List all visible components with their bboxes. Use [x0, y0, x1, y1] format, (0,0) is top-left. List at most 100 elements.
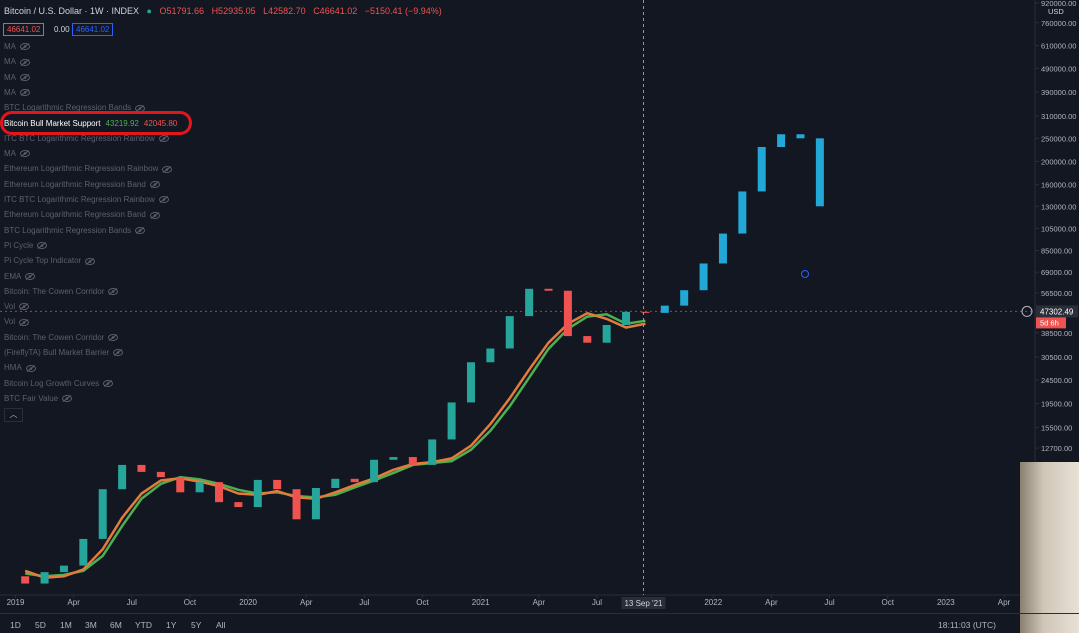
visibility-toggle[interactable]	[16, 88, 30, 97]
plot-area	[21, 134, 824, 584]
collapse-button[interactable]: ︿	[4, 408, 23, 422]
visibility-toggle[interactable]	[16, 57, 30, 66]
indicator-row: (FireflyTA) Bull Market Barrier	[4, 348, 124, 357]
visibility-toggle[interactable]	[15, 302, 30, 311]
candle	[118, 464, 127, 490]
indicator-row: Ethereum Logarithmic Regression Band	[4, 210, 160, 219]
last-price: 47302.49	[1040, 307, 1074, 316]
visibility-toggle[interactable]	[16, 42, 30, 51]
indicator-name: Pi Cycle	[4, 240, 34, 250]
countdown-tag	[1036, 317, 1066, 329]
range-button[interactable]: 5D	[35, 620, 46, 630]
crosshair-label-bg	[621, 597, 666, 609]
y-tick-label: 30500.00	[1041, 353, 1072, 362]
indicator-name: MA	[4, 57, 16, 67]
last-price-tag	[1036, 305, 1078, 318]
visibility-toggle[interactable]	[16, 73, 30, 82]
indicator-name: ITC BTC Logarithmic Regression Rainbow	[4, 195, 155, 204]
visibility-toggle[interactable]	[131, 226, 146, 235]
range-button[interactable]: 6M	[110, 620, 122, 630]
currency: USD	[1048, 7, 1064, 16]
visibility-toggle[interactable]	[58, 394, 73, 403]
candle	[738, 191, 747, 234]
candle	[292, 489, 301, 520]
ohlc-change: −5150.41 (−9.94%)	[364, 6, 442, 16]
indicator-name: MA	[4, 72, 16, 82]
visibility-toggle[interactable]	[21, 272, 36, 281]
visibility-toggle[interactable]	[104, 287, 119, 296]
candle	[602, 324, 611, 343]
indicator-row: MA	[4, 57, 30, 66]
visibility-toggle[interactable]	[155, 195, 169, 204]
indicator-row: MA	[4, 88, 30, 97]
indicator-row: ITC BTC Logarithmic Regression Rainbow	[4, 134, 169, 143]
visibility-toggle[interactable]	[99, 379, 114, 388]
candle	[176, 477, 185, 493]
ask-box: 46641.02	[72, 23, 114, 36]
range-button[interactable]: All	[216, 620, 226, 630]
indicator-row: Vol	[4, 302, 30, 311]
visibility-toggle[interactable]	[15, 317, 30, 326]
candle	[583, 336, 592, 343]
visibility-toggle[interactable]	[158, 164, 173, 173]
visibility-toggle[interactable]	[146, 180, 160, 189]
indicator-name: Bitcoin: The Cowen Corridor	[4, 286, 105, 296]
candle	[21, 576, 30, 584]
visibility-toggle[interactable]	[146, 210, 160, 219]
range-button[interactable]: 1M	[60, 620, 72, 630]
time-display: 18:11:03 (UTC)	[938, 620, 996, 630]
visibility-toggle[interactable]	[33, 241, 48, 250]
legend-header: Bitcoin / U.S. Dollar · 1W · INDEX ● O51…	[4, 6, 447, 16]
candle	[777, 134, 786, 147]
bmsb-value: 43219.92	[105, 118, 139, 128]
indicator-name: (FireflyTA) Bull Market Barrier	[4, 348, 110, 357]
visibility-toggle[interactable]	[155, 134, 169, 143]
x-tick-label: Jul	[127, 598, 137, 607]
x-tick-label: Apr	[765, 598, 778, 607]
visibility-toggle[interactable]	[81, 256, 96, 265]
visibility-toggle[interactable]	[109, 348, 124, 357]
candle	[486, 348, 495, 363]
candle	[447, 402, 456, 440]
status-dot: ●	[146, 6, 152, 16]
y-tick-label: 69000.00	[1041, 268, 1072, 277]
candle	[680, 290, 689, 306]
visibility-toggle[interactable]	[104, 333, 119, 342]
indicator-row: Vol	[4, 317, 30, 326]
range-button[interactable]: 1D	[10, 620, 21, 630]
range-button[interactable]: YTD	[135, 620, 152, 630]
indicator-row: Bitcoin: The Cowen Corridor	[4, 286, 119, 296]
range-button[interactable]: 1Y	[166, 620, 177, 630]
indicator-row: ITC BTC Logarithmic Regression Rainbow	[4, 195, 169, 204]
range-button[interactable]: 5Y	[191, 620, 202, 630]
x-tick-label: 2020	[239, 598, 257, 607]
y-tick-label: 760000.00	[1041, 19, 1076, 28]
x-tick-label: Apr	[67, 598, 80, 607]
indicator-name: Ethereum Logarithmic Regression Rainbow	[4, 164, 159, 174]
range-button[interactable]: 3M	[85, 620, 97, 630]
visibility-toggle[interactable]	[16, 149, 30, 158]
x-tick-label: 2023	[937, 598, 955, 607]
bmsb-value: 42045.80	[143, 118, 178, 128]
candle	[622, 311, 631, 325]
candle	[699, 263, 708, 291]
candle	[253, 479, 262, 508]
candle	[660, 305, 669, 313]
ma-line	[25, 313, 646, 578]
y-tick-label: 85000.00	[1041, 246, 1072, 255]
candle	[79, 538, 88, 566]
candle	[428, 439, 437, 465]
indicator-name: HMA	[4, 363, 22, 373]
candle	[718, 233, 727, 264]
visibility-toggle[interactable]	[22, 363, 36, 372]
indicator-row: MA	[4, 149, 30, 158]
candle	[273, 479, 282, 490]
candle	[137, 464, 146, 472]
indicator-row: HMA	[4, 363, 36, 372]
y-tick-label: 56500.00	[1041, 289, 1072, 298]
indicator-name: BTC Logarithmic Regression Bands	[4, 103, 132, 113]
symbol: Bitcoin / U.S. Dollar · 1W · INDEX	[4, 6, 140, 16]
candle	[544, 288, 553, 291]
indicator-name: Ethereum Logarithmic Regression Band	[4, 179, 146, 189]
